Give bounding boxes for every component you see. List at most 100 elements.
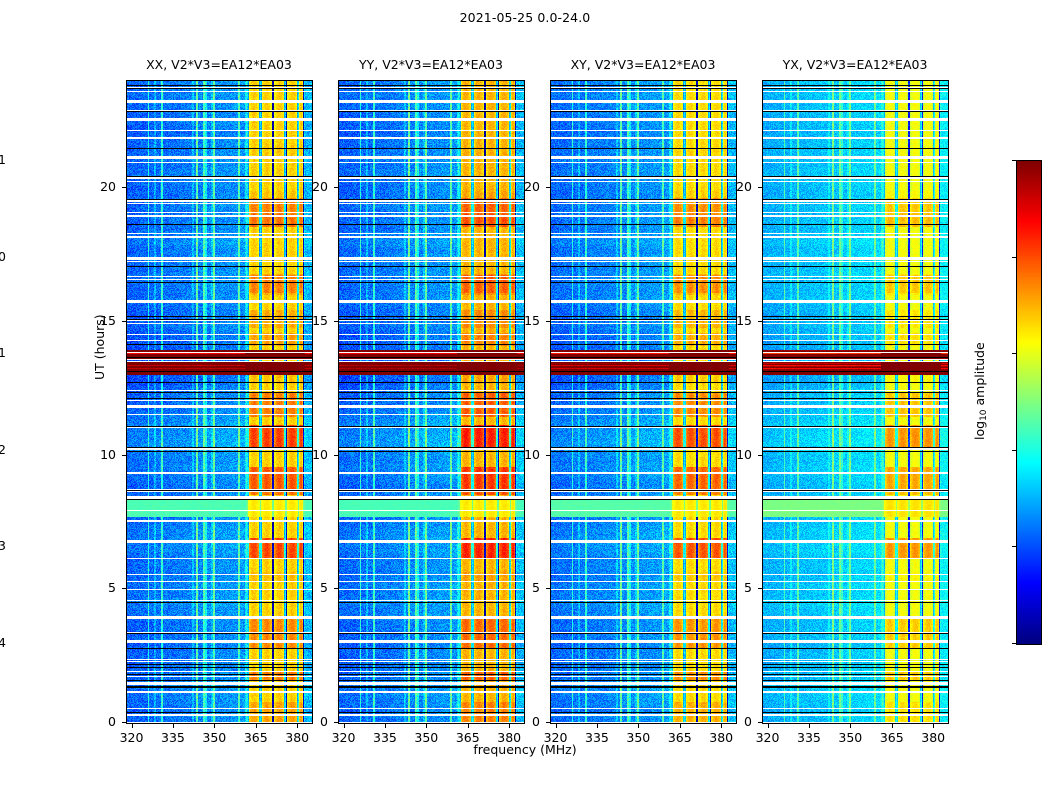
y-tick-label: 5 [744,580,752,596]
y-tick-mark [546,454,550,456]
y-tick-mark [122,320,126,322]
colorbar-label-subscript: 10 [978,409,989,421]
y-tick-mark [122,454,126,456]
y-tick-mark [758,588,762,590]
colorbar[interactable] [1016,160,1042,645]
colorbar-tick-label: -2 [0,441,6,457]
panel-title-yx: YX, V2*V3=EA12*EA03 [782,57,928,72]
panel-title-xx: XX, V2*V3=EA12*EA03 [146,57,292,72]
x-tick-label: 350 [414,730,439,745]
colorbar-tick-mark [1012,256,1016,258]
colorbar-tick-mark [1012,546,1016,548]
x-tick-mark [933,724,935,728]
spectrum-panel-xx[interactable] [126,80,313,724]
heatmap-image-xy [551,81,736,723]
x-tick-mark [596,724,598,728]
y-tick-label: 15 [736,312,752,328]
colorbar-tick-label: -1 [0,345,6,361]
x-tick-mark [384,724,386,728]
x-tick-label: 380 [709,730,734,745]
x-tick-label: 335 [161,730,185,745]
y-tick-mark [758,320,762,322]
x-tick-label: 335 [373,730,397,745]
y-tick-label: 10 [100,446,116,462]
x-tick-label: 350 [838,730,863,745]
y-tick-label: 15 [524,312,540,328]
y-tick-mark [758,722,762,723]
x-tick-mark [255,724,257,728]
colorbar-label: log10 amplitude [972,342,989,440]
y-tick-mark [758,454,762,456]
spectrum-panel-xy[interactable] [550,80,737,724]
y-tick-label: 10 [312,446,328,462]
x-tick-mark [555,724,557,728]
y-tick-label: 20 [524,179,540,194]
y-tick-mark [334,320,338,322]
y-tick-mark [334,722,338,723]
y-tick-label: 5 [320,580,328,596]
y-tick-mark [546,722,550,723]
x-tick-label: 365 [455,730,480,745]
y-tick-mark [122,588,126,590]
colorbar-label-suffix: amplitude [972,342,987,410]
x-tick-label: 335 [797,730,821,745]
y-tick-mark [334,187,338,188]
y-tick-mark [122,722,126,723]
x-tick-label: 320 [543,730,568,745]
x-tick-mark [891,724,893,728]
x-tick-mark [467,724,469,728]
x-tick-label: 335 [585,730,609,745]
x-tick-mark [808,724,810,728]
heatmap-image-xx [127,81,312,723]
x-tick-mark [214,724,216,728]
y-tick-label: 10 [736,446,752,462]
spectrum-panel-yx[interactable] [762,80,949,724]
x-tick-mark [509,724,511,728]
y-tick-label: 20 [736,179,752,194]
x-tick-label: 320 [755,730,780,745]
x-tick-label: 365 [879,730,904,745]
x-tick-mark [679,724,681,728]
panel-title-xy: XY, V2*V3=EA12*EA03 [570,57,716,72]
y-tick-label: 5 [108,580,116,596]
y-tick-label: 20 [100,179,116,194]
colorbar-tick-mark [1012,643,1016,644]
y-tick-label: 20 [312,179,328,194]
x-tick-mark [638,724,640,728]
y-tick-mark [546,320,550,322]
y-tick-mark [334,588,338,590]
x-tick-mark [172,724,174,728]
x-tick-label: 320 [331,730,356,745]
colorbar-tick-mark [1012,449,1016,451]
heatmap-image-yx [763,81,948,723]
x-tick-label: 350 [202,730,227,745]
figure-suptitle: 2021-05-25 0.0-24.0 [459,10,591,25]
y-tick-label: 10 [524,446,540,462]
panel-title-yy: YY, V2*V3=EA12*EA03 [359,57,503,72]
x-axis-label: frequency (MHz) [473,742,577,757]
x-tick-label: 380 [921,730,946,745]
spectrum-panel-yy[interactable] [338,80,525,724]
y-tick-label: 0 [744,714,752,729]
colorbar-tick-label: 1 [0,152,6,167]
x-tick-label: 365 [667,730,692,745]
x-tick-label: 380 [497,730,522,745]
y-tick-mark [122,187,126,188]
colorbar-label-prefix: log [972,420,987,440]
x-tick-label: 380 [285,730,310,745]
colorbar-tick-label: -3 [0,538,6,554]
x-tick-mark [297,724,299,728]
x-tick-mark [850,724,852,728]
x-tick-mark [426,724,428,728]
y-tick-label: 5 [532,580,540,596]
x-tick-mark [767,724,769,728]
y-tick-mark [758,187,762,188]
x-tick-label: 365 [243,730,268,745]
y-tick-label: 0 [320,714,328,729]
y-tick-label: 0 [532,714,540,729]
y-tick-label: 15 [100,312,116,328]
y-tick-mark [334,454,338,456]
y-tick-mark [546,187,550,188]
heatmap-image-yy [339,81,524,723]
colorbar-tick-label: -4 [0,635,6,650]
